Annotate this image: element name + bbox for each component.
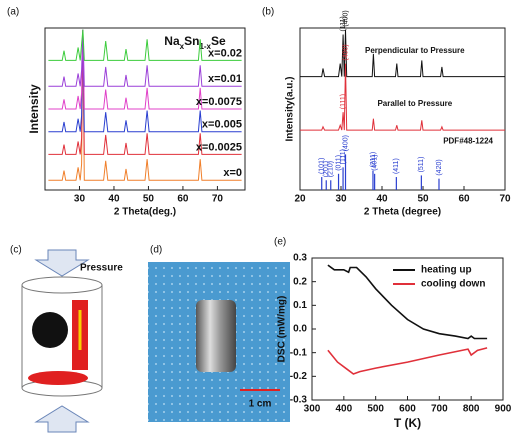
chart-title: NaxSn1-xSe [164,34,226,50]
sample-cylinder [196,300,236,372]
peak-label: (111) [340,94,347,109]
y-tick-label: 0.2 [293,276,307,287]
peak-label: (511) [418,157,425,173]
peak-label: (400) [342,135,349,151]
plot-frame [299,27,506,191]
series-label: x=0.0025 [196,141,242,153]
title-part: 1-x [199,42,211,51]
series-line [300,63,505,131]
arrow-down [34,249,90,277]
peak-label: (111) [340,16,347,31]
series-label: x=0 [223,167,242,179]
photo: (d) 1 cm [148,245,290,422]
series-line [48,29,242,61]
cylinder-side [21,285,103,388]
x-tick-label: 500 [367,404,384,415]
x-tick-label: 60 [458,194,470,205]
diagram: (c) Pressure [10,245,123,433]
peak-label: (211) [370,152,377,168]
peak-label: (011) [335,155,342,171]
y-axis-label: Intensity(a.u.) [285,76,296,141]
x-tick-label: 50 [417,194,429,205]
series-line [48,29,242,181]
x-tick-label: 30 [74,194,86,205]
series-line [300,29,505,78]
y-tick-label: 0.1 [293,300,307,311]
y-tick-label: -0.1 [290,347,308,358]
red-disk [28,371,88,385]
x-tick-label: 900 [495,404,512,415]
series-label: x=0.02 [208,47,242,59]
x-tick-label: 600 [399,404,416,415]
peak-label: (411) [393,158,400,174]
x-tick-label: 60 [177,194,189,205]
arrow-up [34,405,90,433]
panel-label: (b) [262,7,274,18]
x-tick-label: 40 [108,194,120,205]
peak-label: (400) [342,44,349,60]
y-tick-label: -0.2 [290,371,308,382]
panel-label: (c) [10,245,22,256]
x-tick-label: 70 [212,194,224,205]
scale-label: 1 cm [249,399,272,410]
series-line [48,29,242,155]
series-label: Perpendicular to Pressure [365,46,465,55]
pressure-label: Pressure [80,263,123,274]
x-tick-label: 30 [335,194,347,205]
peak-label: (420) [436,159,443,175]
y-tick-label: -0.3 [290,395,308,406]
series-label: Parallel to Pressure [377,99,452,108]
x-axis-label: 2 Theta (degree) [364,207,441,218]
peak-label: (210) [328,161,335,177]
title-part: Na [164,34,180,48]
x-tick-label: 70 [499,194,511,205]
legend-label: heating up [421,265,472,276]
peak-label: (111) [340,149,347,164]
series-line [327,264,488,340]
x-tick-label: 40 [376,194,388,205]
panel-label: (d) [150,245,162,256]
series-line [327,347,488,375]
series-label: x=0.01 [208,73,242,85]
peak-label: (101) [319,158,326,174]
legend-label: cooling down [421,279,485,290]
series-line [48,29,242,110]
peak-label: (400) [342,10,349,26]
x-axis-label: T (K) [394,416,421,430]
series-label: x=0.0075 [196,96,242,108]
title-part: Se [211,34,226,48]
plot-frame [44,27,246,191]
series-label: PDF#48-1224 [443,137,493,146]
x-tick-label: 50 [143,194,155,205]
x-tick-label: 800 [463,404,480,415]
peak-label: (201) [323,161,330,177]
x-tick-label: 700 [431,404,448,415]
series-line [48,29,242,133]
title-part: Sn [184,34,199,48]
title-part: x [180,42,185,51]
cylinder-top [21,276,103,294]
panel-label: (e) [274,237,286,248]
x-tick-label: 400 [335,404,352,415]
x-axis-label: 2 Theta(deg.) [114,207,176,218]
y-axis-label: DSC (mW/mg) [277,296,288,363]
y-tick-label: 0.0 [293,324,307,335]
x-tick-label: 20 [294,194,306,205]
x-tick-label: 300 [304,404,321,415]
panel-label: (a) [7,7,19,18]
series-label: x=0.005 [202,119,242,131]
y-tick-label: 0.3 [293,253,307,264]
series-line [48,29,242,87]
disk [32,312,68,348]
peak-label: (401) [371,154,378,170]
y-axis-label: Intensity [27,84,41,134]
